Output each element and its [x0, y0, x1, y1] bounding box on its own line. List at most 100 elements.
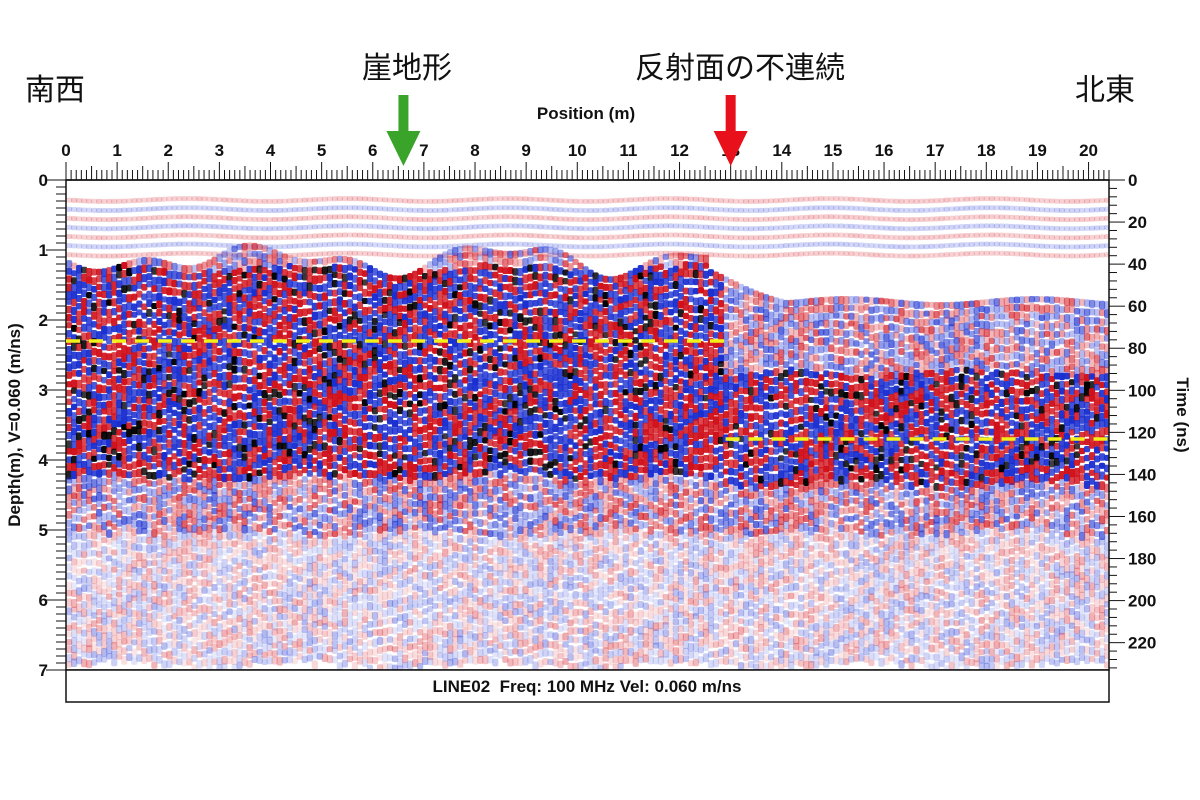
- reflection-band: [81, 225, 88, 231]
- reflection-band: [96, 592, 103, 602]
- reflection-band: [116, 604, 123, 614]
- reflection-band: [86, 276, 93, 284]
- reflection-band: [66, 330, 73, 338]
- reflection-band: [81, 374, 88, 383]
- reflection-band: [86, 452, 93, 461]
- reflection-band: [121, 353, 128, 363]
- reflection-band: [492, 658, 499, 667]
- reflection-band: [71, 622, 78, 630]
- reflection-band: [86, 349, 93, 358]
- reflection-band: [126, 488, 133, 496]
- reflection-band: [126, 216, 133, 222]
- reflection-band: [126, 506, 133, 516]
- reflection-band: [66, 448, 73, 455]
- reflection-band: [96, 283, 103, 291]
- reflection-band: [71, 270, 78, 277]
- reflection-band: [101, 485, 108, 493]
- reflection-band: [106, 546, 113, 555]
- reflection-band: [66, 252, 73, 258]
- reflection-band: [91, 513, 98, 520]
- reflection-band: [121, 345, 128, 354]
- reflection-band: [121, 647, 128, 655]
- reflection-band: [121, 601, 128, 610]
- reflection-band: [66, 661, 73, 668]
- reflection-band: [131, 581, 138, 591]
- reflection-band: [106, 361, 113, 370]
- reflection-band: [81, 584, 88, 592]
- reflection-band: [91, 311, 98, 320]
- reflection-band: [116, 263, 123, 272]
- reflection-band: [116, 271, 123, 279]
- reflection-band: [96, 454, 103, 461]
- reflection-band: [126, 198, 133, 204]
- reflection-band: [136, 309, 143, 316]
- reflection-band: [121, 378, 128, 386]
- reflection-band: [126, 428, 133, 438]
- reflection-band: [126, 578, 133, 588]
- reflection-band: [71, 514, 78, 522]
- reflection-band: [106, 631, 113, 639]
- reflection-band: [121, 328, 128, 336]
- reflection-band: [126, 370, 133, 378]
- reflection-band: [71, 507, 78, 514]
- reflection-band: [66, 431, 73, 440]
- reflection-band: [121, 385, 128, 394]
- reflection-band: [71, 582, 78, 591]
- reflection-band: [131, 451, 138, 459]
- reflection-band: [101, 625, 108, 634]
- reflection-band: [131, 243, 138, 249]
- reflection-band: [66, 470, 73, 480]
- reflection-band: [126, 294, 133, 303]
- reflection-band: [116, 384, 123, 393]
- reflection-band: [101, 546, 108, 555]
- reflection-band: [136, 265, 143, 275]
- reflection-band: [136, 427, 143, 435]
- reflection-band: [76, 319, 83, 326]
- reflection-band: [96, 608, 103, 616]
- reflection-band: [76, 568, 83, 576]
- reflection-band: [91, 398, 98, 407]
- reflection-band: [111, 434, 118, 444]
- reflection-band: [126, 320, 133, 328]
- reflection-band: [131, 632, 138, 639]
- reflection-band: [106, 593, 113, 600]
- reflection-band: [131, 595, 138, 602]
- reflection-band: [126, 622, 133, 630]
- reflection-band: [66, 440, 73, 450]
- reflection-band: [126, 586, 133, 595]
- reflection-band: [96, 198, 103, 204]
- reflection-band: [81, 365, 88, 373]
- reflection-band: [131, 411, 138, 418]
- reflection-band: [71, 298, 78, 307]
- reflection-band: [106, 244, 113, 250]
- reflection-band: [131, 284, 138, 292]
- reflection-band: [111, 367, 118, 375]
- reflection-band: [131, 311, 138, 318]
- reflection-band: [111, 514, 118, 523]
- reflection-band: [136, 420, 143, 429]
- reflection-band: [101, 198, 108, 204]
- reflection-band: [86, 408, 93, 416]
- reflection-band: [91, 612, 98, 619]
- reflection-band: [71, 637, 78, 646]
- reflection-band: [86, 593, 93, 602]
- reflection-band: [81, 207, 88, 213]
- reflection-band: [86, 415, 93, 424]
- reflection-band: [126, 409, 133, 416]
- reflection-band: [116, 305, 123, 313]
- reflection-band: [66, 598, 73, 607]
- reflection-band: [106, 520, 113, 527]
- reflection-band: [91, 583, 98, 590]
- reflection-band: [126, 354, 133, 363]
- reflection-band: [91, 364, 98, 373]
- reflection-band: [76, 648, 83, 655]
- reflection-band: [96, 477, 103, 486]
- reflection-band: [101, 581, 108, 588]
- reflection-band: [111, 392, 118, 400]
- reflection-band: [131, 495, 138, 504]
- reflection-band: [76, 407, 83, 416]
- reflection-band: [106, 282, 113, 291]
- reflection-band: [71, 558, 78, 566]
- reflection-band: [116, 297, 123, 305]
- reflection-band: [96, 315, 103, 323]
